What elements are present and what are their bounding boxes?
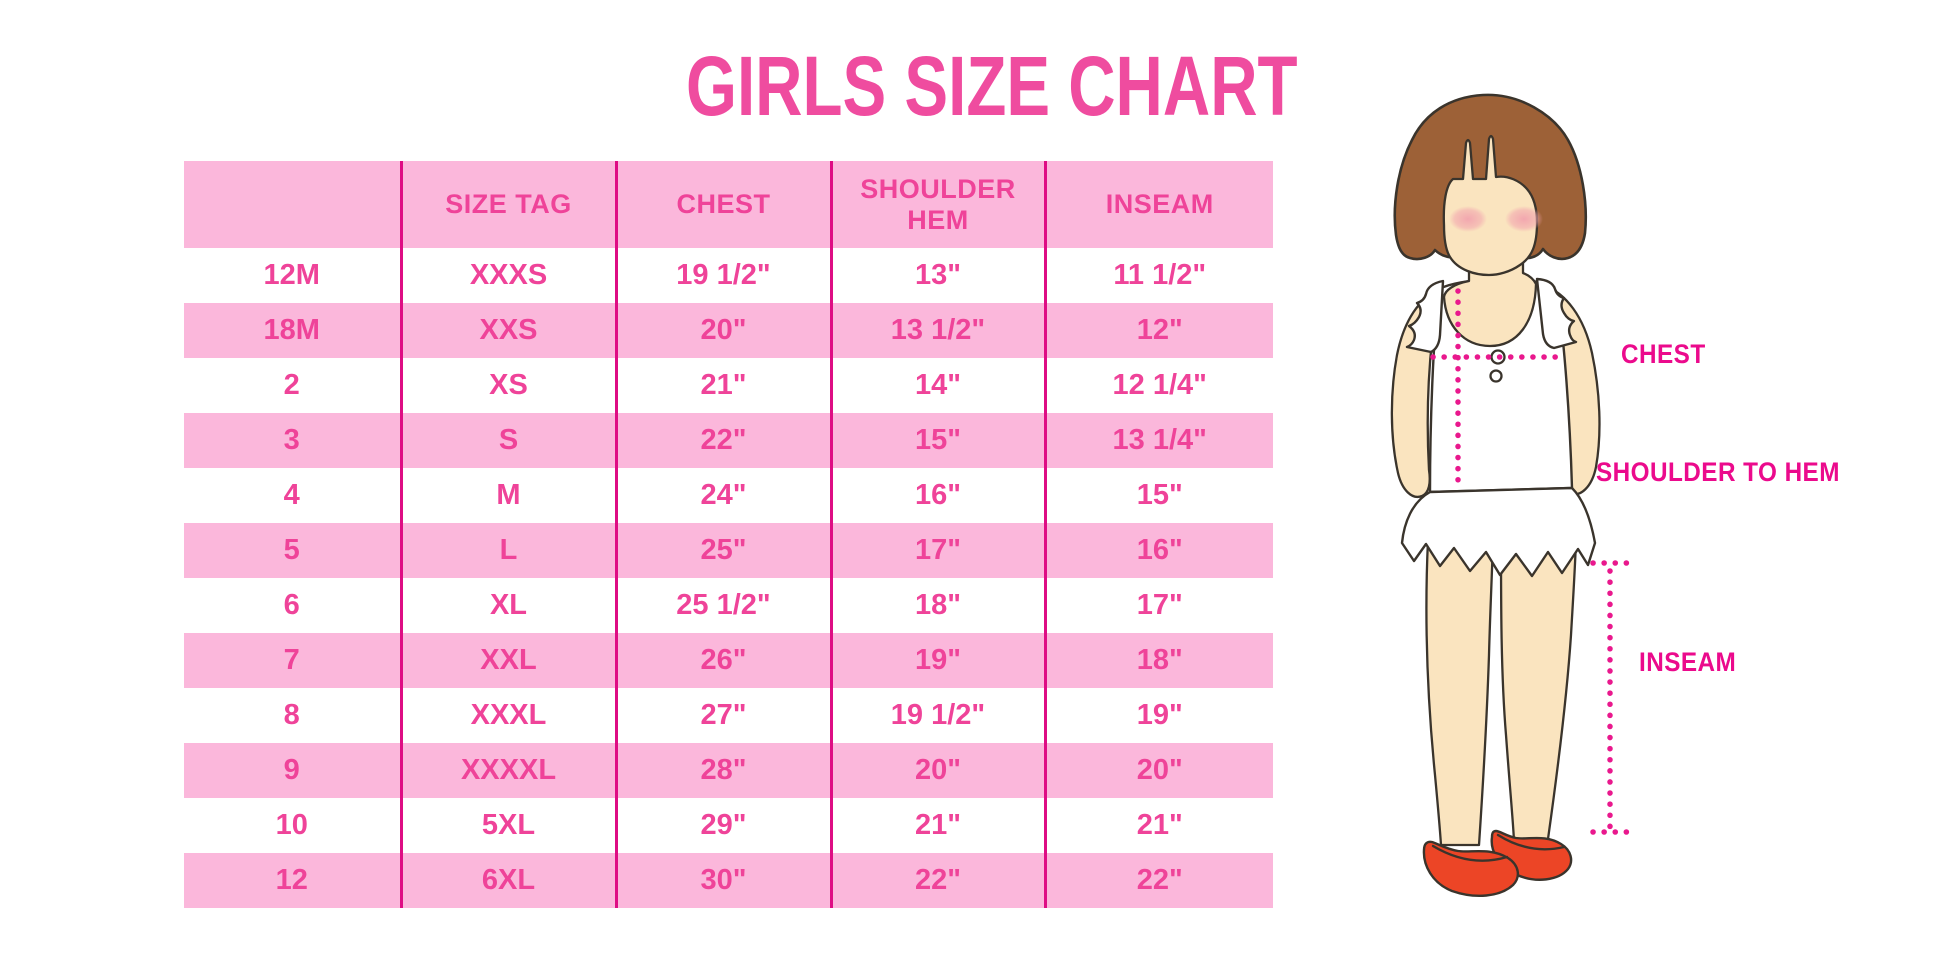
- table-cell: XS: [401, 358, 618, 413]
- table-row: 4 M 24" 16" 15": [184, 468, 1273, 523]
- table-cell: 8: [184, 688, 403, 743]
- table-cell: 25": [616, 523, 833, 578]
- table-row: 7 XXL 26" 19" 18": [184, 633, 1273, 688]
- table-cell: 10: [184, 798, 403, 853]
- table-cell: M: [401, 468, 618, 523]
- table-cell: 21": [616, 358, 833, 413]
- table-cell: 13 1/4": [1112, 424, 1207, 456]
- table-row: 18M XXS 20" 13 1/2" 12": [184, 303, 1273, 358]
- neck: [1442, 255, 1538, 348]
- table-cell: 13": [831, 248, 1047, 303]
- table-cell: S: [401, 413, 618, 468]
- chest-label: CHEST: [1621, 339, 1706, 369]
- table-cell: 19": [1136, 699, 1183, 731]
- column-header: INSEAM: [1045, 161, 1273, 248]
- table-cell: 18": [1136, 644, 1183, 676]
- table-row: 5 L 25" 17" 16": [184, 523, 1273, 578]
- inseam-label: INSEAM: [1639, 647, 1737, 677]
- table-cell: 21": [1136, 809, 1183, 841]
- table-cell: 24": [616, 468, 833, 523]
- table-cell: 25 1/2": [616, 578, 833, 633]
- table-cell: XXXL: [401, 688, 618, 743]
- face: [1442, 134, 1539, 277]
- table-cell: 6XL: [401, 853, 618, 908]
- table-cell: XL: [401, 578, 618, 633]
- table-row: 12M XXXS 19 1/2" 13" 11 1/2": [184, 248, 1273, 303]
- table-cell: 16": [1136, 534, 1183, 566]
- table-cell: 20": [831, 743, 1047, 798]
- table-cell: 12 1/4": [1112, 369, 1207, 401]
- girl-illustration: [1340, 85, 1760, 920]
- table-cell: 22": [616, 413, 833, 468]
- skirt: [1400, 486, 1597, 578]
- table-cell: XXXXL: [401, 743, 618, 798]
- table-cell: 7: [184, 633, 403, 688]
- table-cell: 18": [831, 578, 1047, 633]
- left-shoe: [1422, 840, 1520, 897]
- table-body: 12M XXXS 19 1/2" 13" 11 1/2" 18M XXS 20" 13 1/2"…: [184, 248, 1273, 908]
- table-cell: 12": [1136, 314, 1183, 346]
- table-cell: 29": [616, 798, 833, 853]
- table-cell: 14": [831, 358, 1047, 413]
- size-chart-table: SIZE TAG CHEST SHOULDER HEM INSEAM 12M XXXS 1…: [184, 161, 1273, 908]
- table-cell: 13 1/2": [831, 303, 1047, 358]
- table-cell: L: [401, 523, 618, 578]
- table-cell: 20": [616, 303, 833, 358]
- table-cell: 15": [1136, 479, 1183, 511]
- table-cell: 17": [831, 523, 1047, 578]
- table-cell: 19 1/2": [831, 688, 1047, 743]
- table-row: 3 S 22" 15" 13 1/4": [184, 413, 1273, 468]
- table-cell: 27": [616, 688, 833, 743]
- table-cell: 5: [184, 523, 403, 578]
- table-cell: XXS: [401, 303, 618, 358]
- right-leg: [1499, 538, 1578, 843]
- table-cell: 17": [1136, 589, 1183, 621]
- left-shoulder-ruffle: [1405, 279, 1445, 354]
- table-cell: 5XL: [401, 798, 618, 853]
- table-cell: 19": [831, 633, 1047, 688]
- table-cell: 16": [831, 468, 1047, 523]
- table-row: 6 XL 25 1/2" 18" 17": [184, 578, 1273, 633]
- table-cell: 21": [831, 798, 1047, 853]
- table-cell: 22": [1136, 864, 1183, 896]
- right-shoe-strap: [1496, 833, 1566, 851]
- left-leg: [1425, 538, 1495, 847]
- table-cell: 3: [184, 413, 403, 468]
- table-row: 9 XXXXL 28" 20" 20": [184, 743, 1273, 798]
- table-row: 8 XXXL 27" 19 1/2" 19": [184, 688, 1273, 743]
- left-shoe-strap: [1431, 844, 1509, 862]
- table-cell: 15": [831, 413, 1047, 468]
- table-cell: 9: [184, 743, 403, 798]
- shirt-button-bottom: [1489, 369, 1503, 383]
- table-cell: XXL: [401, 633, 618, 688]
- shoulder-to-hem-label: SHOULDER TO HEM: [1596, 457, 1840, 487]
- column-header: SIZE TAG: [401, 161, 618, 248]
- table-cell: 2: [184, 358, 403, 413]
- table-cell: 18M: [184, 303, 403, 358]
- right-shoulder-ruffle: [1535, 277, 1578, 350]
- table-cell: 28": [616, 743, 833, 798]
- table-cell: 4: [184, 468, 403, 523]
- table-cell: 22": [831, 853, 1047, 908]
- table-cell: 11 1/2": [1113, 259, 1207, 291]
- table-header-row: SIZE TAG CHEST SHOULDER HEM INSEAM: [184, 161, 1273, 248]
- column-header: [184, 161, 403, 248]
- table-cell: 19 1/2": [616, 248, 833, 303]
- table-cell: XXXS: [401, 248, 618, 303]
- right-blush: [1505, 206, 1543, 232]
- table-cell: 12: [184, 853, 403, 908]
- column-header: CHEST: [616, 161, 833, 248]
- table-cell: 12M: [184, 248, 403, 303]
- table-cell: 30": [616, 853, 833, 908]
- column-header: SHOULDER HEM: [831, 161, 1047, 248]
- left-blush: [1449, 206, 1487, 232]
- table-cell: 20": [1136, 754, 1183, 786]
- table-row: 12 6XL 30" 22" 22": [184, 853, 1273, 908]
- page-title: GIRLS SIZE CHART: [686, 39, 1298, 133]
- table-cell: 6: [184, 578, 403, 633]
- table-row: 10 5XL 29" 21" 21": [184, 798, 1273, 853]
- table-cell: 26": [616, 633, 833, 688]
- table-row: 2 XS 21" 14" 12 1/4": [184, 358, 1273, 413]
